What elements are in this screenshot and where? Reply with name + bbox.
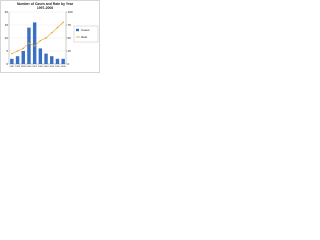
- bar: [32, 22, 37, 64]
- x-tick-label: 1997: [9, 66, 15, 68]
- x-tick-label: 1999: [21, 66, 27, 68]
- chart-title: Number of Cases and Rate by Year: [17, 2, 74, 6]
- y2-tick-label: 75: [68, 23, 72, 27]
- y2-tick-label: 50: [68, 36, 72, 40]
- x-tick-label: 2003: [44, 66, 50, 68]
- y2-tick-label: 0: [68, 62, 70, 66]
- y2-tick-label: 25: [68, 49, 72, 53]
- legend-box: [73, 25, 99, 43]
- bar: [50, 56, 54, 64]
- bar: [55, 58, 60, 64]
- line: [11, 22, 64, 54]
- chart-subtitle: 1997-2006: [37, 6, 53, 10]
- line-marker: [45, 37, 47, 39]
- y-tick-label: 20: [5, 10, 9, 14]
- x-tick-label: 2002: [38, 66, 44, 68]
- x-tick-label: 2005: [55, 66, 61, 68]
- y-tick-label: 5: [6, 49, 8, 53]
- chart: Number of Cases and Rate by Year 1997-20…: [0, 0, 100, 73]
- y-tick-label: 0: [6, 62, 8, 66]
- line-marker: [22, 47, 24, 50]
- legend-label: Cases: [81, 28, 90, 32]
- bar: [21, 51, 25, 64]
- legend-swatch: [76, 28, 79, 32]
- line-marker: [16, 50, 19, 52]
- bar: [27, 27, 31, 65]
- x-tick-label: 1998: [15, 66, 21, 68]
- line-marker: [51, 32, 53, 34]
- bar: [38, 48, 43, 64]
- line-marker: [56, 26, 59, 29]
- x-tick-label: 2000: [27, 66, 33, 68]
- x-tick-label: 2004: [49, 66, 55, 68]
- bar: [15, 56, 20, 64]
- bar: [44, 53, 48, 64]
- line-marker: [62, 21, 64, 24]
- line-marker: [28, 42, 30, 44]
- bar: [10, 58, 14, 64]
- legend-label: Rate: [81, 35, 88, 39]
- y-tick-label: 15: [5, 23, 9, 27]
- y2-tick-label: 100: [68, 10, 73, 14]
- y-tick-label: 10: [5, 36, 9, 40]
- line-marker: [11, 52, 13, 55]
- x-tick-label: 2001: [32, 66, 38, 68]
- x-tick-label: 2006: [61, 66, 67, 68]
- line-marker: [33, 45, 36, 47]
- bar: [61, 58, 65, 64]
- line-marker: [39, 39, 42, 42]
